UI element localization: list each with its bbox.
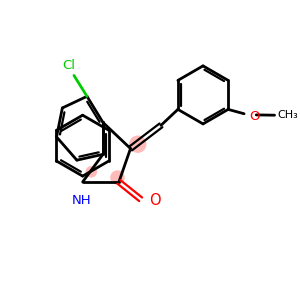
Text: CH₃: CH₃ (278, 110, 298, 120)
Text: Cl: Cl (62, 59, 75, 72)
Text: O: O (249, 110, 260, 123)
Circle shape (85, 166, 97, 178)
Circle shape (129, 136, 146, 153)
Text: NH: NH (71, 194, 91, 207)
Circle shape (110, 170, 125, 185)
Text: O: O (149, 193, 161, 208)
